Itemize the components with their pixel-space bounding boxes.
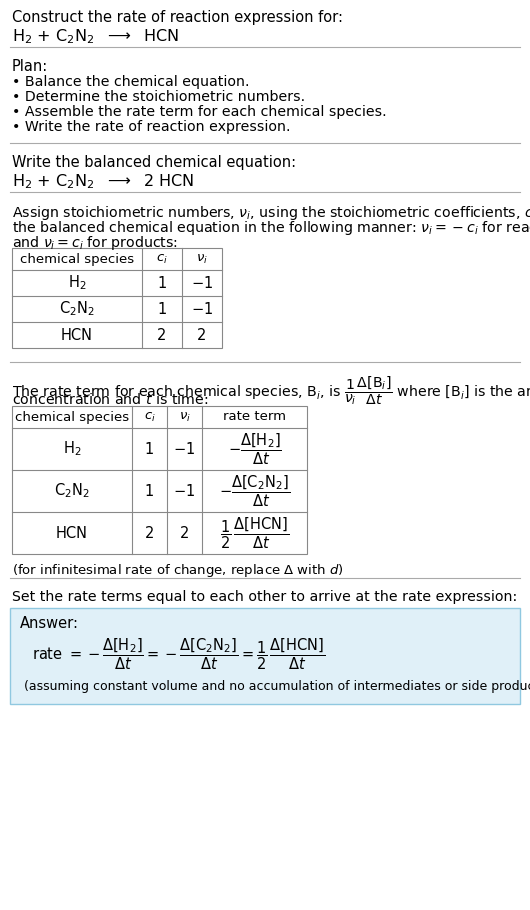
Text: $\mathrm{C_2N_2}$: $\mathrm{C_2N_2}$ bbox=[59, 299, 95, 318]
Text: 2: 2 bbox=[180, 525, 189, 541]
Text: Write the balanced chemical equation:: Write the balanced chemical equation: bbox=[12, 155, 296, 170]
Text: • Assemble the rate term for each chemical species.: • Assemble the rate term for each chemic… bbox=[12, 105, 386, 119]
Text: $\nu_i$: $\nu_i$ bbox=[196, 252, 208, 266]
Text: concentration and $t$ is time:: concentration and $t$ is time: bbox=[12, 392, 208, 407]
Text: chemical species: chemical species bbox=[20, 252, 134, 266]
Text: $-1$: $-1$ bbox=[191, 301, 213, 317]
Bar bbox=[12, 406, 307, 554]
Text: $\mathrm{H_2}$ + $\mathrm{C_2N_2}$  $\longrightarrow$  2 HCN: $\mathrm{H_2}$ + $\mathrm{C_2N_2}$ $\lon… bbox=[12, 172, 195, 191]
Text: • Determine the stoichiometric numbers.: • Determine the stoichiometric numbers. bbox=[12, 90, 305, 104]
Text: the balanced chemical equation in the following manner: $\nu_i = -c_i$ for react: the balanced chemical equation in the fo… bbox=[12, 219, 530, 237]
Text: $c_i$: $c_i$ bbox=[156, 252, 168, 266]
Text: $-\dfrac{\Delta[\mathrm{H_2}]}{\Delta t}$: $-\dfrac{\Delta[\mathrm{H_2}]}{\Delta t}… bbox=[227, 431, 281, 467]
Text: Set the rate terms equal to each other to arrive at the rate expression:: Set the rate terms equal to each other t… bbox=[12, 590, 517, 604]
Text: $\nu_i$: $\nu_i$ bbox=[179, 410, 190, 423]
Text: $\mathrm{C_2N_2}$: $\mathrm{C_2N_2}$ bbox=[54, 481, 90, 501]
Text: and $\nu_i = c_i$ for products:: and $\nu_i = c_i$ for products: bbox=[12, 234, 178, 252]
Text: $c_i$: $c_i$ bbox=[144, 410, 155, 423]
Text: rate $= -\dfrac{\Delta[\mathrm{H_2}]}{\Delta t} = -\dfrac{\Delta[\mathrm{C_2N_2}: rate $= -\dfrac{\Delta[\mathrm{H_2}]}{\D… bbox=[32, 636, 325, 672]
Text: $-1$: $-1$ bbox=[191, 275, 213, 291]
Text: $-1$: $-1$ bbox=[173, 441, 196, 457]
Text: 2: 2 bbox=[145, 525, 154, 541]
FancyBboxPatch shape bbox=[10, 608, 520, 704]
Text: $\dfrac{1}{2}\,\dfrac{\Delta[\mathrm{HCN}]}{\Delta t}$: $\dfrac{1}{2}\,\dfrac{\Delta[\mathrm{HCN… bbox=[220, 515, 289, 551]
Text: • Write the rate of reaction expression.: • Write the rate of reaction expression. bbox=[12, 120, 290, 134]
Text: 2: 2 bbox=[197, 328, 207, 342]
Text: rate term: rate term bbox=[223, 410, 286, 423]
Text: Plan:: Plan: bbox=[12, 59, 48, 74]
Text: $\mathrm{H_2}$: $\mathrm{H_2}$ bbox=[63, 440, 81, 459]
Text: Answer:: Answer: bbox=[20, 616, 79, 631]
Text: (assuming constant volume and no accumulation of intermediates or side products): (assuming constant volume and no accumul… bbox=[24, 680, 530, 693]
Text: 1: 1 bbox=[157, 301, 166, 317]
Text: 1: 1 bbox=[157, 276, 166, 290]
Text: $\mathrm{H_2}$ + $\mathrm{C_2N_2}$  $\longrightarrow$  HCN: $\mathrm{H_2}$ + $\mathrm{C_2N_2}$ $\lon… bbox=[12, 27, 179, 46]
Text: Construct the rate of reaction expression for:: Construct the rate of reaction expressio… bbox=[12, 10, 343, 25]
Text: The rate term for each chemical species, $\mathrm{B}_i$, is $\dfrac{1}{\nu_i}\df: The rate term for each chemical species,… bbox=[12, 374, 530, 407]
Text: HCN: HCN bbox=[56, 525, 88, 541]
Text: $\mathrm{H_2}$: $\mathrm{H_2}$ bbox=[68, 274, 86, 292]
Text: • Balance the chemical equation.: • Balance the chemical equation. bbox=[12, 75, 250, 89]
Text: Assign stoichiometric numbers, $\nu_i$, using the stoichiometric coefficients, $: Assign stoichiometric numbers, $\nu_i$, … bbox=[12, 204, 530, 222]
Text: 1: 1 bbox=[145, 483, 154, 499]
Text: 2: 2 bbox=[157, 328, 167, 342]
Text: HCN: HCN bbox=[61, 328, 93, 342]
Bar bbox=[12, 248, 222, 348]
Text: $-\dfrac{\Delta[\mathrm{C_2N_2}]}{\Delta t}$: $-\dfrac{\Delta[\mathrm{C_2N_2}]}{\Delta… bbox=[219, 473, 290, 509]
Text: (for infinitesimal rate of change, replace Δ with $d$): (for infinitesimal rate of change, repla… bbox=[12, 562, 344, 579]
Text: $-1$: $-1$ bbox=[173, 483, 196, 499]
Text: 1: 1 bbox=[145, 441, 154, 457]
Text: chemical species: chemical species bbox=[15, 410, 129, 423]
